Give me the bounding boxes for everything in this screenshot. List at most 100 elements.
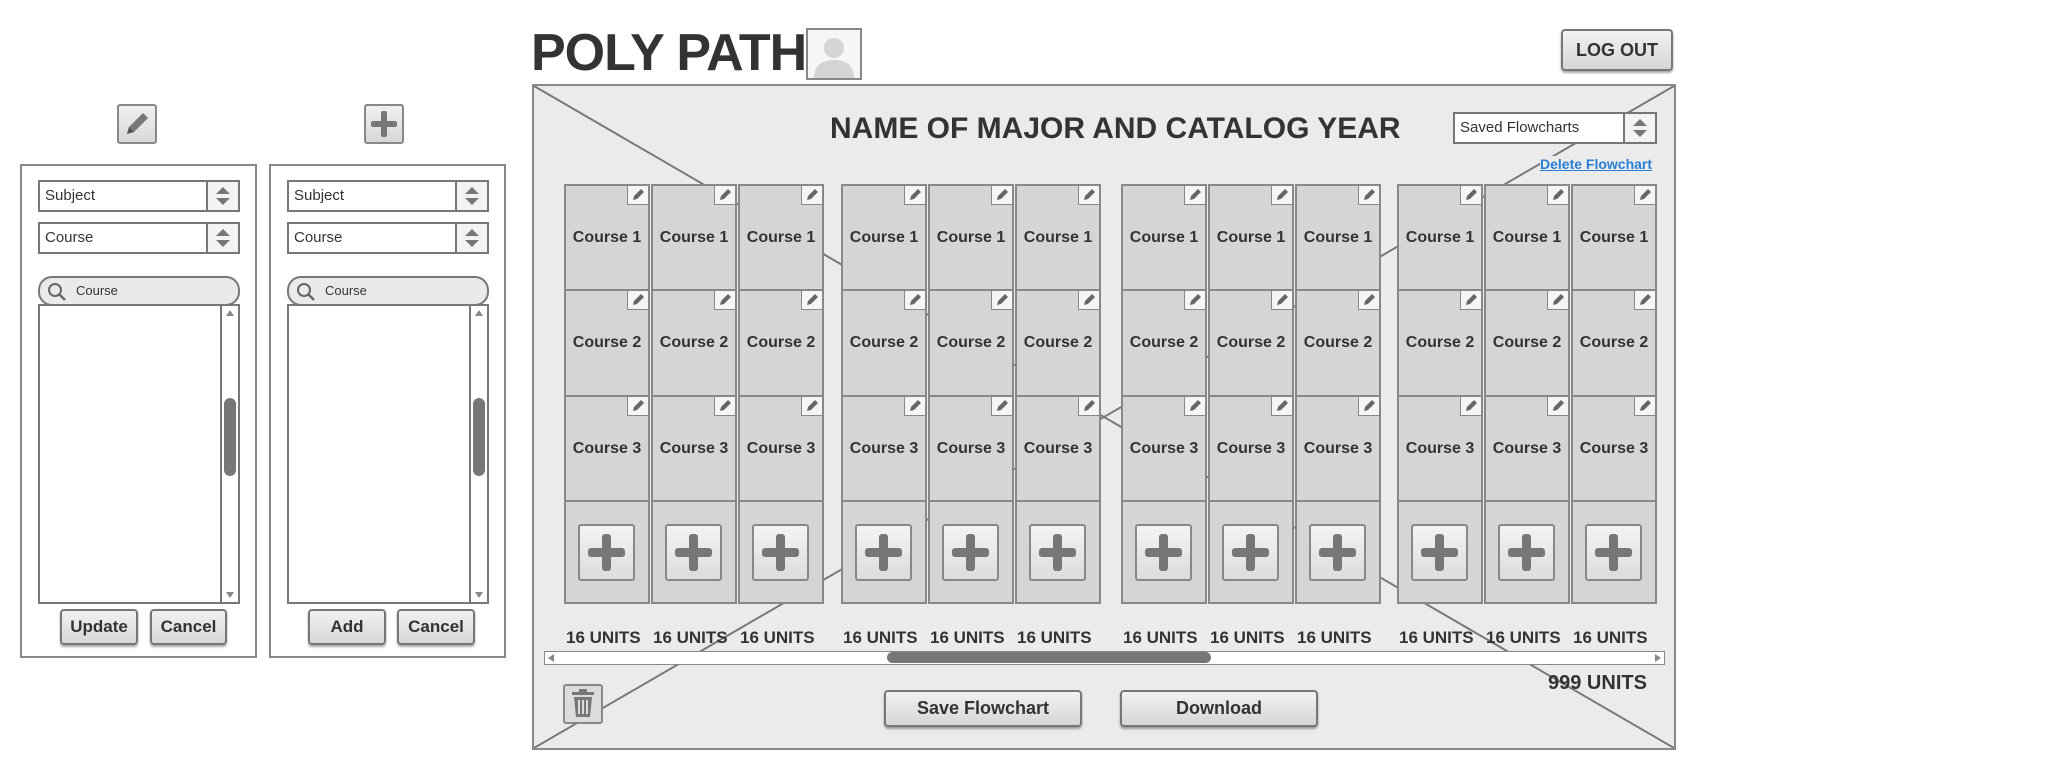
pencil-icon[interactable] bbox=[1547, 186, 1568, 205]
pencil-icon[interactable] bbox=[1547, 291, 1568, 310]
trash-button[interactable] bbox=[563, 684, 603, 724]
pencil-icon[interactable] bbox=[991, 291, 1012, 310]
add-course-plus-button[interactable] bbox=[665, 524, 722, 581]
course-card[interactable]: Course 1 bbox=[651, 184, 737, 291]
course-list[interactable] bbox=[38, 304, 240, 604]
delete-flowchart-link[interactable]: Delete Flowchart bbox=[1540, 156, 1653, 172]
course-card[interactable]: Course 3 bbox=[1015, 395, 1101, 502]
course-card[interactable]: Course 1 bbox=[1484, 184, 1570, 291]
pencil-icon[interactable] bbox=[1271, 397, 1292, 416]
course-card[interactable]: Course 2 bbox=[1015, 289, 1101, 397]
search-input[interactable]: Course bbox=[38, 276, 240, 306]
course-card[interactable]: Course 1 bbox=[1295, 184, 1381, 291]
pencil-icon[interactable] bbox=[1634, 291, 1655, 310]
pencil-icon[interactable] bbox=[1460, 186, 1481, 205]
course-card[interactable]: Course 1 bbox=[1015, 184, 1101, 291]
scrollbar-thumb[interactable] bbox=[473, 398, 485, 476]
search-input[interactable]: Course bbox=[287, 276, 489, 306]
course-card[interactable]: Course 2 bbox=[1484, 289, 1570, 397]
pencil-icon[interactable] bbox=[627, 186, 648, 205]
add-course-plus-button[interactable] bbox=[1029, 524, 1086, 581]
pencil-icon[interactable] bbox=[1078, 291, 1099, 310]
course-card[interactable]: Course 2 bbox=[1571, 289, 1657, 397]
pencil-icon[interactable] bbox=[991, 397, 1012, 416]
course-card[interactable]: Course 3 bbox=[564, 395, 650, 502]
course-card[interactable]: Course 3 bbox=[1571, 395, 1657, 502]
scrollbar[interactable] bbox=[469, 306, 487, 602]
course-card[interactable]: Course 3 bbox=[1208, 395, 1294, 502]
pencil-icon[interactable] bbox=[1271, 186, 1292, 205]
pencil-icon[interactable] bbox=[801, 186, 822, 205]
pencil-icon[interactable] bbox=[714, 291, 735, 310]
course-select[interactable]: Course bbox=[287, 222, 489, 254]
update-button[interactable]: Update bbox=[60, 609, 138, 645]
pencil-icon[interactable] bbox=[1460, 291, 1481, 310]
course-card[interactable]: Course 3 bbox=[928, 395, 1014, 502]
avatar[interactable] bbox=[806, 28, 862, 80]
course-card[interactable]: Course 3 bbox=[841, 395, 927, 502]
pencil-icon[interactable] bbox=[627, 291, 648, 310]
pencil-icon[interactable] bbox=[1271, 291, 1292, 310]
pencil-icon[interactable] bbox=[1078, 397, 1099, 416]
course-card[interactable]: Course 2 bbox=[841, 289, 927, 397]
subject-select[interactable]: Subject bbox=[38, 180, 240, 212]
course-card[interactable]: Course 2 bbox=[1295, 289, 1381, 397]
course-card[interactable]: Course 2 bbox=[564, 289, 650, 397]
add-course-plus-button[interactable] bbox=[1309, 524, 1366, 581]
save-flowchart-button[interactable]: Save Flowchart bbox=[884, 690, 1082, 727]
course-card[interactable]: Course 3 bbox=[1121, 395, 1207, 502]
pencil-icon[interactable] bbox=[714, 397, 735, 416]
course-card[interactable]: Course 1 bbox=[564, 184, 650, 291]
add-course-button[interactable] bbox=[364, 104, 404, 144]
course-card[interactable]: Course 1 bbox=[1571, 184, 1657, 291]
horizontal-scrollbar-thumb[interactable] bbox=[887, 652, 1211, 663]
pencil-icon[interactable] bbox=[991, 186, 1012, 205]
course-card[interactable]: Course 3 bbox=[1397, 395, 1483, 502]
course-card[interactable]: Course 2 bbox=[651, 289, 737, 397]
pencil-icon[interactable] bbox=[1634, 186, 1655, 205]
course-card[interactable]: Course 2 bbox=[928, 289, 1014, 397]
pencil-icon[interactable] bbox=[1460, 397, 1481, 416]
course-card[interactable]: Course 2 bbox=[1397, 289, 1483, 397]
saved-flowcharts-select[interactable]: Saved Flowcharts bbox=[1453, 112, 1657, 144]
course-card[interactable]: Course 2 bbox=[1121, 289, 1207, 397]
course-card[interactable]: Course 1 bbox=[1208, 184, 1294, 291]
add-course-plus-button[interactable] bbox=[942, 524, 999, 581]
pencil-icon[interactable] bbox=[904, 186, 925, 205]
add-course-plus-button[interactable] bbox=[1585, 524, 1642, 581]
download-button[interactable]: Download bbox=[1120, 690, 1318, 727]
add-course-plus-button[interactable] bbox=[1411, 524, 1468, 581]
pencil-icon[interactable] bbox=[1634, 397, 1655, 416]
pencil-icon[interactable] bbox=[1184, 186, 1205, 205]
pencil-icon[interactable] bbox=[1184, 397, 1205, 416]
edit-course-button[interactable] bbox=[117, 104, 157, 144]
cancel-button[interactable]: Cancel bbox=[150, 609, 227, 645]
horizontal-scrollbar[interactable] bbox=[544, 651, 1665, 665]
course-card[interactable]: Course 1 bbox=[841, 184, 927, 291]
course-card[interactable]: Course 3 bbox=[651, 395, 737, 502]
pencil-icon[interactable] bbox=[904, 291, 925, 310]
course-card[interactable]: Course 1 bbox=[1121, 184, 1207, 291]
pencil-icon[interactable] bbox=[801, 397, 822, 416]
scrollbar[interactable] bbox=[220, 306, 238, 602]
course-card[interactable]: Course 1 bbox=[1397, 184, 1483, 291]
course-list[interactable] bbox=[287, 304, 489, 604]
logout-button[interactable]: LOG OUT bbox=[1561, 29, 1673, 71]
course-select[interactable]: Course bbox=[38, 222, 240, 254]
course-card[interactable]: Course 2 bbox=[1208, 289, 1294, 397]
add-course-plus-button[interactable] bbox=[578, 524, 635, 581]
pencil-icon[interactable] bbox=[801, 291, 822, 310]
course-card[interactable]: Course 3 bbox=[738, 395, 824, 502]
course-card[interactable]: Course 1 bbox=[738, 184, 824, 291]
subject-select[interactable]: Subject bbox=[287, 180, 489, 212]
cancel-button[interactable]: Cancel bbox=[397, 609, 475, 645]
pencil-icon[interactable] bbox=[1184, 291, 1205, 310]
add-course-plus-button[interactable] bbox=[855, 524, 912, 581]
pencil-icon[interactable] bbox=[1358, 397, 1379, 416]
course-card[interactable]: Course 3 bbox=[1484, 395, 1570, 502]
pencil-icon[interactable] bbox=[714, 186, 735, 205]
pencil-icon[interactable] bbox=[1078, 186, 1099, 205]
add-course-plus-button[interactable] bbox=[1222, 524, 1279, 581]
scrollbar-thumb[interactable] bbox=[224, 398, 236, 476]
pencil-icon[interactable] bbox=[627, 397, 648, 416]
